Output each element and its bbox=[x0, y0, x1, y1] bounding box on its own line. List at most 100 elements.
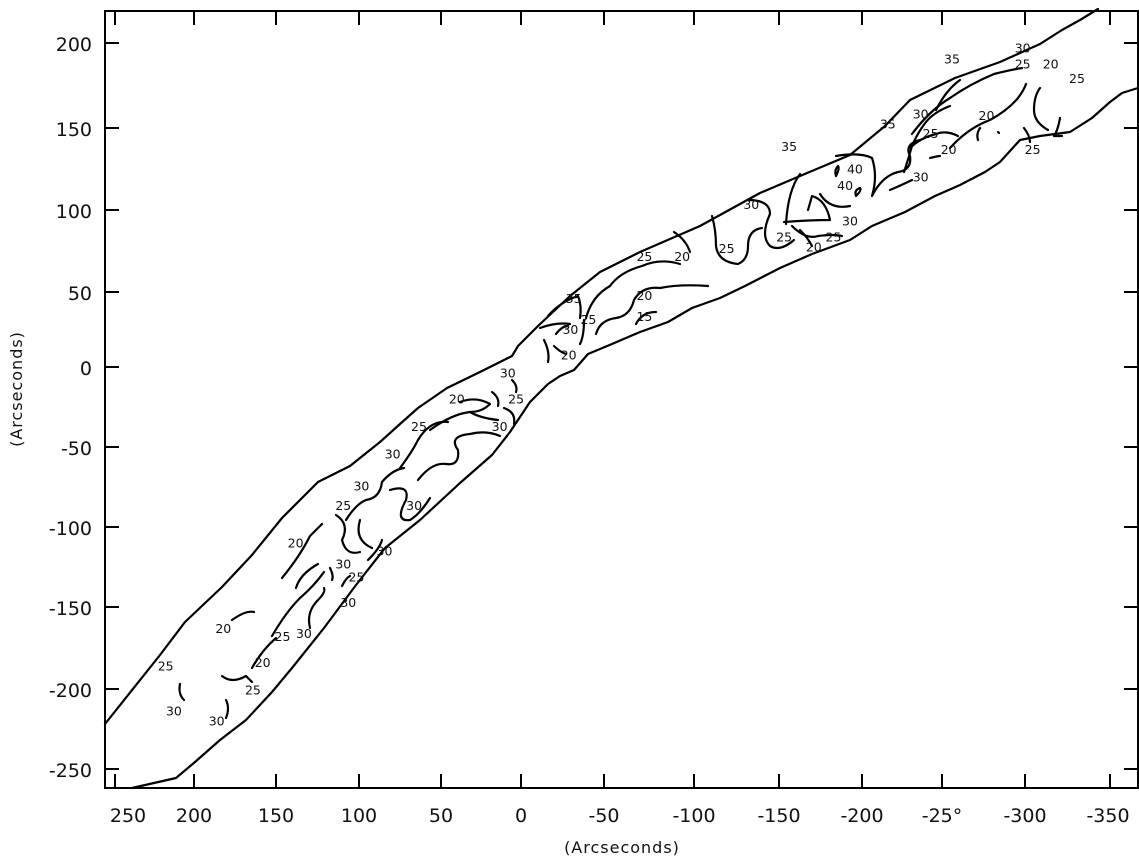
contour-line bbox=[1032, 86, 1050, 132]
contour-line bbox=[634, 310, 658, 326]
x-tick-label: 150 bbox=[258, 805, 294, 827]
contour-label: 20 bbox=[1043, 56, 1059, 71]
contour-label: 30 bbox=[166, 704, 182, 719]
contour-line bbox=[928, 154, 942, 160]
contour-label: 30 bbox=[209, 713, 225, 728]
y-tick-label: 150 bbox=[56, 119, 92, 141]
contour-line bbox=[357, 518, 374, 550]
contour-label: 25 bbox=[1069, 71, 1085, 86]
contour-label: 30 bbox=[743, 197, 759, 212]
contour-line bbox=[854, 186, 862, 198]
contour-line bbox=[334, 513, 362, 554]
x-axis-tick-labels: 250 200 150 100 50 0 -50 -100 -150 -200 … bbox=[110, 805, 1130, 827]
contour-line bbox=[458, 398, 492, 414]
contour-label: 25 bbox=[923, 126, 939, 141]
contour-label: 20 bbox=[561, 348, 577, 363]
x-tick-label: 250 bbox=[110, 805, 146, 827]
contour-line bbox=[428, 410, 500, 432]
contour-line bbox=[546, 294, 582, 320]
contour-label: 25 bbox=[335, 498, 351, 513]
contour-line bbox=[1022, 126, 1032, 144]
region-outline bbox=[103, 7, 1139, 790]
x-tick-label: -300 bbox=[1003, 805, 1046, 827]
contour-line bbox=[340, 574, 352, 588]
contour-label: 40 bbox=[837, 178, 853, 193]
contour-label: 35 bbox=[566, 291, 582, 306]
y-tick-label: 100 bbox=[56, 201, 92, 223]
y-tick-label: -250 bbox=[49, 760, 92, 782]
y-tick-label: 200 bbox=[56, 34, 92, 56]
contour-label: 20 bbox=[255, 655, 271, 670]
outline-upper-boundary bbox=[103, 7, 1100, 726]
contour-label: 25 bbox=[245, 683, 261, 698]
contour-line bbox=[510, 378, 518, 394]
contour-line bbox=[328, 566, 334, 582]
contour-line bbox=[584, 260, 682, 320]
x-tick-label: 200 bbox=[176, 805, 212, 827]
contour-lines bbox=[178, 66, 1064, 720]
contour-line bbox=[388, 487, 432, 522]
contour-line bbox=[250, 636, 278, 670]
contour-label: 15 bbox=[636, 309, 652, 324]
contour-line bbox=[554, 324, 570, 336]
contour-line bbox=[784, 172, 802, 226]
contour-line bbox=[1052, 116, 1064, 138]
x-axis-title: (Arcseconds) bbox=[564, 838, 680, 857]
x-tick-label: -350 bbox=[1086, 805, 1129, 827]
x-tick-label: -150 bbox=[757, 805, 800, 827]
x-tick-label: 50 bbox=[429, 805, 453, 827]
contour-line bbox=[224, 698, 230, 720]
axis-ticks bbox=[105, 11, 1138, 788]
contour-line bbox=[366, 538, 384, 562]
contour-label: 30 bbox=[913, 170, 929, 185]
outline-lower-boundary bbox=[130, 86, 1139, 790]
contour-label: 25 bbox=[275, 629, 291, 644]
contour-line bbox=[538, 322, 572, 330]
contour-line bbox=[818, 192, 852, 208]
contour-label: 30 bbox=[385, 446, 401, 461]
y-axis-tick-labels: 200 150 100 50 0 -50 -100 -150 -200 -250 bbox=[49, 34, 92, 782]
contour-label: 25 bbox=[158, 658, 174, 673]
contour-line bbox=[710, 214, 764, 266]
contour-label: 35 bbox=[944, 52, 960, 67]
contour-line bbox=[307, 586, 326, 630]
y-tick-label: -50 bbox=[61, 438, 92, 460]
contour-label: 30 bbox=[492, 419, 508, 434]
contour-line bbox=[490, 390, 500, 408]
contour-line bbox=[976, 126, 982, 142]
x-tick-label: -200 bbox=[840, 805, 883, 827]
contour-line bbox=[672, 230, 692, 254]
contour-label: 30 bbox=[842, 213, 858, 228]
contour-line bbox=[888, 178, 914, 192]
y-tick-label: 0 bbox=[80, 358, 92, 380]
contour-line bbox=[902, 104, 952, 174]
contour-label: 25 bbox=[580, 312, 596, 327]
contour-line bbox=[552, 344, 568, 356]
contour-line bbox=[280, 522, 324, 580]
contour-line bbox=[502, 406, 516, 426]
contour-label: 25 bbox=[349, 569, 365, 584]
contour-label: 40 bbox=[847, 162, 863, 177]
contour-line bbox=[178, 682, 186, 702]
contour-line bbox=[996, 130, 1001, 135]
contour-line bbox=[416, 431, 502, 482]
contour-label: 25 bbox=[826, 230, 842, 245]
x-tick-label: -100 bbox=[672, 805, 715, 827]
contour-line bbox=[746, 198, 796, 250]
contour-label: 30 bbox=[913, 107, 929, 122]
y-tick-label: -200 bbox=[49, 680, 92, 702]
contour-line bbox=[834, 164, 840, 178]
contour-label: 20 bbox=[288, 535, 304, 550]
contour-label: 20 bbox=[979, 108, 995, 123]
contour-label: 30 bbox=[406, 498, 422, 513]
contour-label: 20 bbox=[215, 621, 231, 636]
contour-line bbox=[230, 610, 256, 622]
x-tick-label: 100 bbox=[341, 805, 377, 827]
contour-line bbox=[948, 82, 1028, 150]
contour-label: 20 bbox=[806, 239, 822, 254]
contour-line bbox=[578, 318, 586, 346]
contour-line bbox=[270, 570, 326, 638]
contour-label: 20 bbox=[941, 142, 957, 157]
contour-label: 25 bbox=[1015, 56, 1031, 71]
contour-label: 35 bbox=[781, 139, 797, 154]
